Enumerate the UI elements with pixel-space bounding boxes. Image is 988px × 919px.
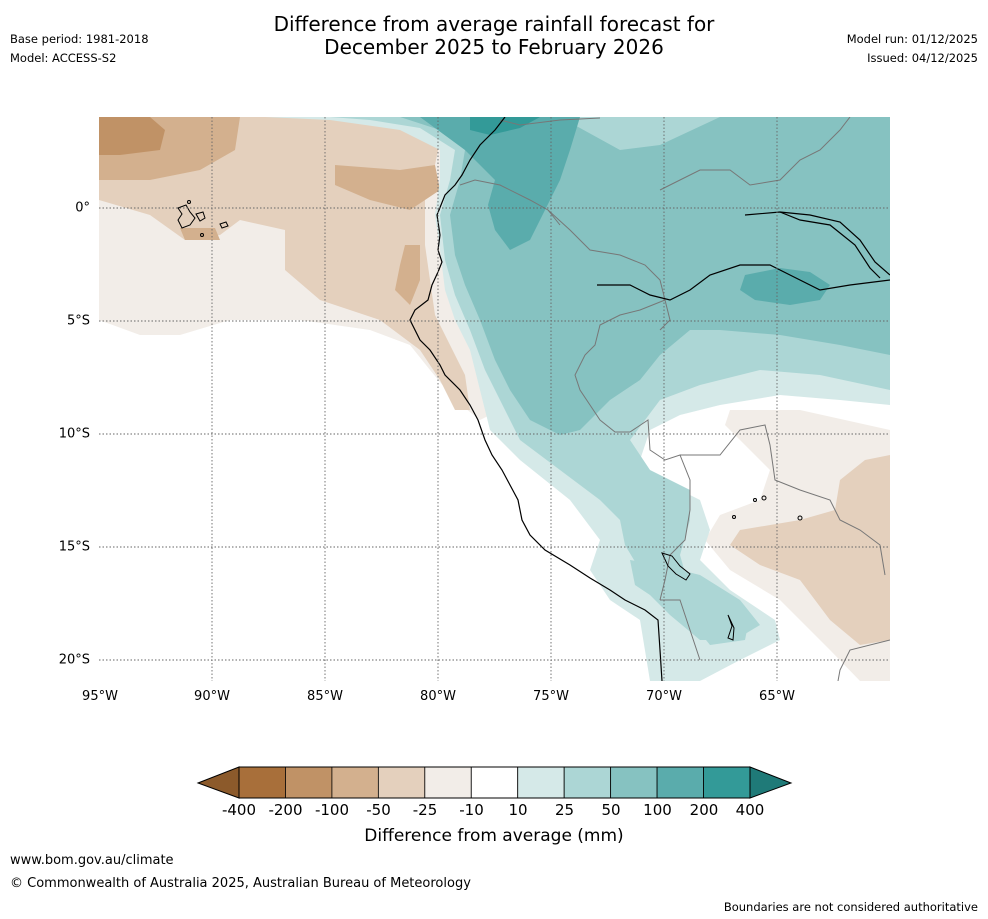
colorbar-label: -25 — [412, 801, 438, 819]
colorbar-segment — [703, 766, 751, 799]
gridlines — [99, 117, 890, 681]
colorbar-extend-high — [749, 766, 793, 799]
colorbar-label: -100 — [314, 801, 350, 819]
colorbar-segment — [656, 766, 704, 799]
coastline — [409, 117, 890, 681]
base-period: Base period: 1981-2018 — [10, 32, 149, 46]
colorbar-label: -200 — [268, 801, 303, 819]
map-title: Difference from average rainfall forecas… — [0, 13, 988, 59]
dry-zone-strong — [335, 165, 440, 210]
model-name: Model: ACCESS-S2 — [10, 51, 117, 65]
lat-tick-10s: 10°S — [58, 426, 90, 442]
colorbar-label: 200 — [689, 801, 719, 819]
lat-tick-0: 0° — [75, 200, 90, 216]
lon-tick-85w: 85°W — [307, 689, 343, 704]
dry-zone-moderate-southeast — [730, 455, 890, 645]
wet-zone-moderate-south — [630, 560, 760, 640]
lat-tick-20s: 20°S — [58, 652, 90, 668]
lon-tick-95w: 95°W — [82, 689, 118, 704]
website-link[interactable]: www.bom.gov.au/climate — [10, 853, 174, 868]
colorbar-segment — [610, 766, 658, 799]
colorbar-segment — [424, 766, 472, 799]
lon-tick-65w: 65°W — [759, 689, 795, 704]
colorbar-label: 100 — [643, 801, 672, 819]
colorbar-segment — [238, 766, 286, 799]
colorbar-segment — [517, 766, 565, 799]
colorbar-label: 50 — [601, 801, 621, 819]
header-left: Base period: 1981-2018 Model: ACCESS-S2 — [10, 32, 149, 65]
colorbar-segment — [377, 766, 426, 799]
colorbar — [196, 766, 793, 799]
model-run: Model run: 01/12/2025 — [846, 32, 978, 46]
colorbar-title: Difference from average (mm) — [364, 826, 624, 846]
rainfall-map — [99, 117, 890, 681]
colorbar-label: -10 — [459, 801, 484, 819]
lon-tick-90w: 90°W — [194, 689, 230, 704]
lat-tick-5s: 5°S — [66, 313, 90, 329]
title-line-1: Difference from average rainfall forecas… — [273, 12, 715, 36]
copyright-text: © Commonwealth of Australia 2025, Austra… — [10, 876, 471, 891]
colorbar-extend-low — [196, 766, 240, 799]
colorbar-segment — [331, 766, 379, 799]
lon-tick-75w: 75°W — [533, 689, 569, 704]
dry-zone-strong — [395, 245, 420, 305]
issued-date: Issued: 04/12/2025 — [867, 51, 978, 65]
wet-zone-heavy — [420, 117, 580, 250]
colorbar-segment — [470, 766, 519, 799]
colorbar-segment — [563, 766, 612, 799]
disclaimer-text: Boundaries are not considered authoritat… — [723, 900, 978, 914]
dry-zone-strong — [180, 228, 220, 240]
colorbar-label: -400 — [221, 801, 257, 819]
galapagos-islands — [177, 200, 229, 237]
colorbar-label: 25 — [554, 801, 575, 819]
header-right: Model run: 01/12/2025 Issued: 04/12/2025 — [847, 32, 978, 65]
lat-tick-15s: 15°S — [58, 539, 90, 555]
wet-zone-very-heavy — [470, 117, 540, 135]
wet-zone-heavy-east — [740, 268, 830, 305]
title-line-2: December 2025 to February 2026 — [324, 35, 664, 59]
colorbar-label: -50 — [366, 801, 391, 819]
lon-tick-70w: 70°W — [646, 689, 682, 704]
colorbar-label: 400 — [735, 801, 765, 819]
colorbar-frame — [238, 766, 751, 799]
dry-zone-strongest — [99, 117, 165, 155]
colorbar-segment — [285, 766, 333, 799]
colorbar-label: 10 — [508, 801, 528, 819]
lon-tick-80w: 80°W — [420, 689, 456, 704]
lakes — [661, 495, 803, 641]
